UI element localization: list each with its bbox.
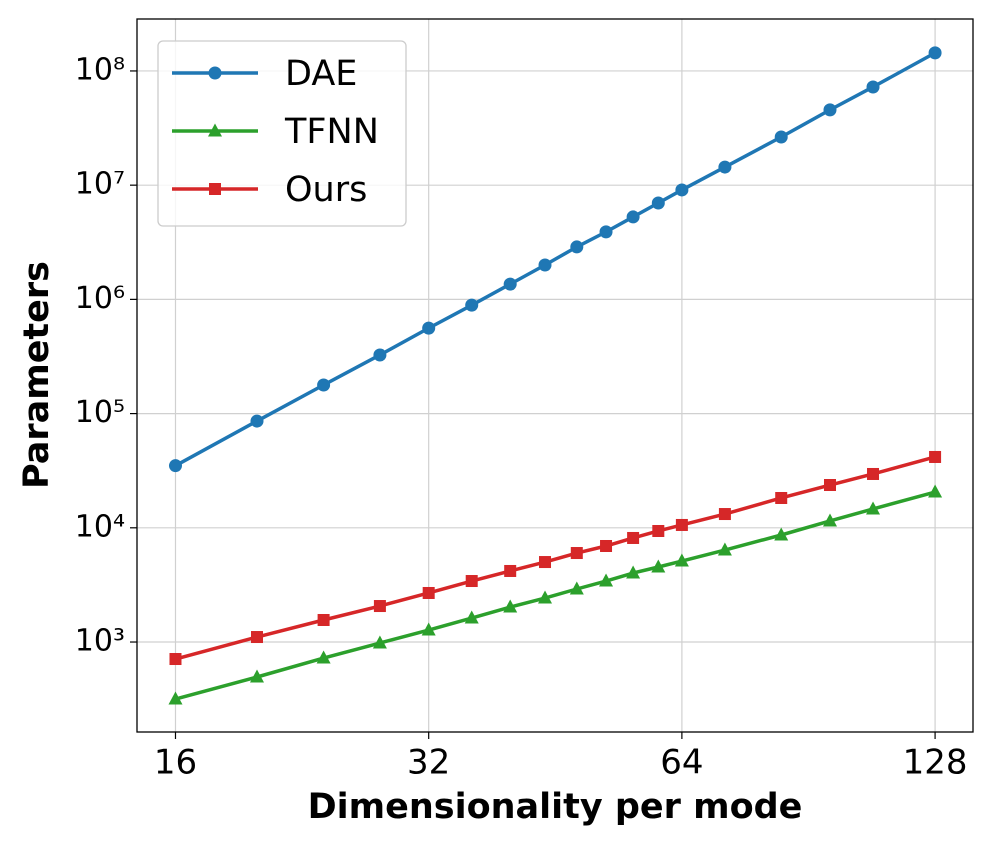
x-tick-label: 16	[154, 743, 197, 783]
marker	[317, 378, 331, 392]
x-tick-label: 32	[407, 743, 450, 783]
legend-label: Ours	[285, 170, 367, 210]
marker	[651, 559, 666, 573]
legend-marker	[208, 66, 222, 80]
marker	[867, 467, 880, 480]
marker	[775, 491, 788, 504]
marker	[600, 539, 613, 552]
y-tick-label: 10⁴	[75, 509, 125, 544]
x-tick-label: 128	[903, 743, 968, 783]
series-line	[175, 490, 936, 701]
marker	[675, 183, 689, 197]
y-tick-label: 10⁵	[75, 395, 125, 430]
y-tick-label: 10⁸	[75, 52, 125, 87]
marker	[866, 501, 881, 515]
marker	[503, 599, 518, 613]
marker	[928, 484, 943, 498]
marker	[317, 613, 330, 626]
marker	[503, 277, 517, 291]
y-axis-label: Parameters	[17, 261, 57, 489]
marker	[774, 130, 788, 144]
marker	[823, 103, 837, 117]
marker	[626, 565, 641, 579]
legend-label: TFNN	[284, 112, 379, 152]
marker	[822, 513, 837, 527]
marker	[465, 575, 478, 588]
marker	[465, 298, 479, 312]
marker	[718, 508, 731, 521]
y-tick-label: 10³	[75, 624, 125, 659]
marker	[538, 258, 552, 272]
marker	[504, 564, 517, 577]
marker	[539, 556, 552, 569]
marker	[823, 479, 836, 492]
marker	[929, 450, 942, 463]
marker	[250, 414, 264, 428]
marker	[250, 631, 263, 644]
y-tick-label: 10⁷	[75, 167, 125, 202]
series-line	[175, 455, 936, 661]
marker	[652, 524, 665, 537]
marker	[464, 610, 479, 624]
marker	[599, 225, 613, 239]
marker	[316, 650, 331, 664]
series-line	[174, 51, 936, 468]
marker	[570, 240, 584, 254]
x-axis-label: Dimensionality per mode	[308, 787, 803, 827]
marker	[675, 518, 688, 531]
marker	[372, 635, 387, 649]
y-tick-label: 10⁶	[75, 281, 125, 316]
marker	[421, 622, 436, 636]
x-tick-label: 64	[660, 743, 703, 783]
marker	[422, 586, 435, 599]
marker	[249, 669, 264, 683]
legend-marker	[208, 123, 222, 137]
marker	[422, 321, 436, 335]
legend-label: DAE	[285, 54, 357, 94]
marker	[674, 553, 689, 567]
marker	[169, 653, 182, 666]
marker	[168, 691, 183, 705]
marker	[718, 160, 732, 174]
legend-marker	[209, 183, 221, 195]
legend-box	[157, 40, 407, 227]
marker	[538, 590, 553, 604]
marker	[373, 348, 387, 362]
marker	[570, 547, 583, 560]
marker	[599, 573, 614, 587]
marker	[651, 196, 665, 210]
marker	[928, 46, 942, 60]
plot-frame	[136, 18, 974, 733]
marker	[866, 80, 880, 94]
marker	[168, 459, 182, 473]
marker	[774, 527, 789, 541]
marker	[373, 600, 386, 613]
marker	[626, 210, 640, 224]
marker	[717, 542, 732, 556]
marker	[569, 581, 584, 595]
marker	[627, 531, 640, 544]
